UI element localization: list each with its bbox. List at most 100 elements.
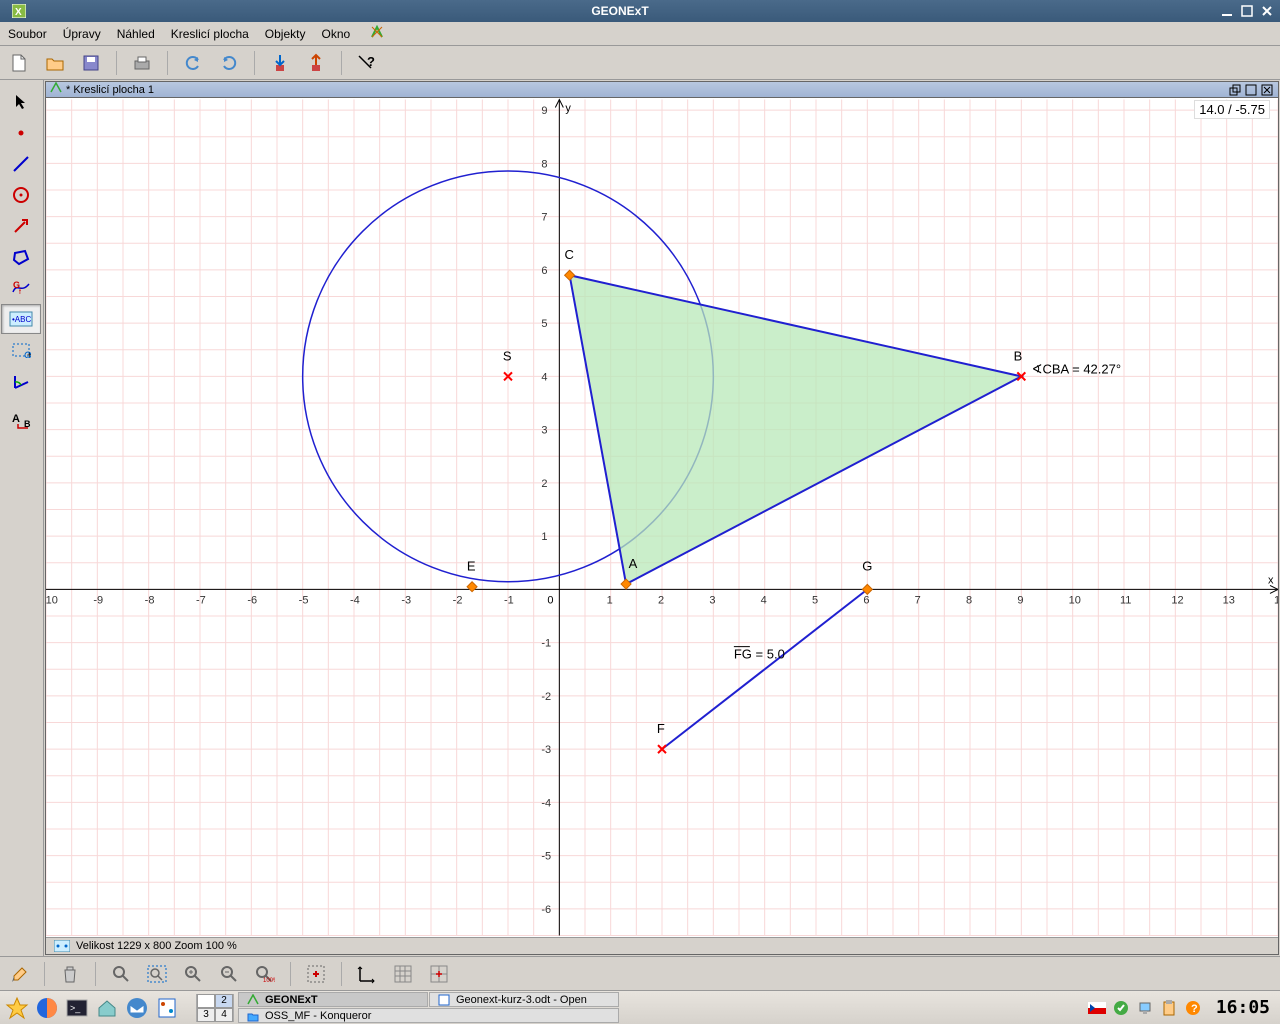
svg-text:-8: -8 xyxy=(145,594,155,606)
info-icon[interactable]: ? xyxy=(1184,999,1202,1017)
svg-text:-6: -6 xyxy=(541,904,551,916)
menu-soubor[interactable]: Soubor xyxy=(8,27,47,41)
snap-grid-button[interactable] xyxy=(428,963,450,985)
canvas-detach-icon[interactable] xyxy=(1228,83,1242,97)
network-icon[interactable] xyxy=(1136,999,1154,1017)
select-region-tool[interactable]: + xyxy=(1,335,41,365)
minimize-icon[interactable] xyxy=(1220,4,1234,18)
status-text: Velikost 1229 x 800 Zoom 100 % xyxy=(76,940,237,952)
axes-button[interactable] xyxy=(356,963,378,985)
menubar: Soubor Úpravy Náhled Kreslicí plocha Obj… xyxy=(0,22,1280,46)
canvas-maximize-icon[interactable] xyxy=(1244,83,1258,97)
svg-text:-6: -6 xyxy=(247,594,257,606)
svg-text:7: 7 xyxy=(541,212,547,224)
svg-text:1: 1 xyxy=(541,531,547,543)
canvas-area: * Kreslicí plocha 1 xy-10-9-8-7-6-5-4-3-… xyxy=(45,81,1279,955)
label-tool[interactable]: AB xyxy=(1,406,41,436)
svg-text:∢CBA = 42.27°: ∢CBA = 42.27° xyxy=(1032,362,1121,377)
svg-text:•ABC: •ABC xyxy=(12,315,31,324)
task-geonext[interactable]: GEONExT xyxy=(238,992,428,1007)
help-button[interactable]: ? xyxy=(356,52,378,74)
canvas-close-icon[interactable] xyxy=(1260,83,1274,97)
trash-button[interactable] xyxy=(59,963,81,985)
task-openoffice[interactable]: Geonext-kurz-3.odt - Open xyxy=(429,992,619,1007)
undo-button[interactable] xyxy=(182,52,204,74)
close-icon[interactable] xyxy=(1260,4,1274,18)
canvas[interactable]: xy-10-9-8-7-6-5-4-3-2-112345678910111213… xyxy=(46,98,1278,937)
redo-button[interactable] xyxy=(218,52,240,74)
svg-text:2: 2 xyxy=(541,478,547,490)
save-file-button[interactable] xyxy=(80,52,102,74)
office-icon[interactable] xyxy=(154,995,180,1021)
svg-text:A: A xyxy=(12,413,20,425)
task-konqueror[interactable]: OSS_MF - Konqueror xyxy=(238,1008,619,1023)
menu-nahled[interactable]: Náhled xyxy=(117,27,155,41)
workspace: Gf •ABC + AB * Kreslicí plocha 1 xy-10-9… xyxy=(0,80,1280,956)
clipboard-icon[interactable] xyxy=(1160,999,1178,1017)
svg-text:3: 3 xyxy=(709,594,715,606)
text-tool[interactable]: •ABC xyxy=(1,304,41,334)
export-button[interactable] xyxy=(305,52,327,74)
geonext-logo-icon[interactable] xyxy=(370,25,384,42)
graph-tool[interactable]: Gf xyxy=(1,273,41,303)
import-button[interactable] xyxy=(269,52,291,74)
status-bar: Velikost 1229 x 800 Zoom 100 % xyxy=(46,937,1278,954)
svg-text:-3: -3 xyxy=(401,594,411,606)
menu-objekty[interactable]: Objekty xyxy=(265,27,306,41)
home-icon[interactable] xyxy=(94,995,120,1021)
menu-kreslici[interactable]: Kreslicí plocha xyxy=(171,27,249,41)
zoom-out-button[interactable] xyxy=(218,963,240,985)
kmenu-icon[interactable] xyxy=(4,995,30,1021)
angle-tool[interactable] xyxy=(1,366,41,396)
open-file-button[interactable] xyxy=(44,52,66,74)
circle-tool[interactable] xyxy=(1,180,41,210)
svg-text:9: 9 xyxy=(1017,594,1023,606)
svg-text:4: 4 xyxy=(541,371,547,383)
svg-text:11: 11 xyxy=(1120,594,1131,606)
point-tool[interactable] xyxy=(1,118,41,148)
svg-text:-4: -4 xyxy=(541,797,551,809)
new-file-button[interactable] xyxy=(8,52,30,74)
updates-icon[interactable] xyxy=(1112,999,1130,1017)
svg-text:6: 6 xyxy=(541,265,547,277)
clock[interactable]: 16:05 xyxy=(1216,997,1270,1018)
coord-readout: 14.0 / -5.75 xyxy=(1194,100,1270,119)
svg-text:-3: -3 xyxy=(541,744,551,756)
svg-text:10: 10 xyxy=(1069,594,1081,606)
svg-text:-5: -5 xyxy=(299,594,309,606)
svg-text:S: S xyxy=(503,348,512,363)
mail-icon[interactable] xyxy=(124,995,150,1021)
taskbar: >_ 2 3 4 GEONExT Geonext-kurz-3.odt - Op… xyxy=(0,990,1280,1024)
edit-button[interactable] xyxy=(8,963,30,985)
zoom-fit-button[interactable] xyxy=(146,963,168,985)
snap-point-button[interactable] xyxy=(305,963,327,985)
firefox-icon[interactable] xyxy=(34,995,60,1021)
window-titlebar: X GEONExT xyxy=(0,0,1280,22)
print-button[interactable] xyxy=(131,52,153,74)
svg-text:6: 6 xyxy=(863,594,869,606)
desktop-pager[interactable]: 2 3 4 xyxy=(196,994,234,1022)
menu-okno[interactable]: Okno xyxy=(321,27,350,41)
menu-upravy[interactable]: Úpravy xyxy=(63,27,101,41)
svg-text:C: C xyxy=(564,247,573,262)
svg-text:f: f xyxy=(19,289,21,296)
maximize-icon[interactable] xyxy=(1240,4,1254,18)
pointer-tool[interactable] xyxy=(1,87,41,117)
system-tray: ? 16:05 xyxy=(1088,997,1276,1018)
arrow-tool[interactable] xyxy=(1,211,41,241)
svg-text:-2: -2 xyxy=(453,594,463,606)
svg-text:>_: >_ xyxy=(70,1003,81,1013)
line-tool[interactable] xyxy=(1,149,41,179)
grid-button[interactable] xyxy=(392,963,414,985)
svg-text:y: y xyxy=(565,103,571,115)
svg-text:E: E xyxy=(467,559,476,574)
zoom-button[interactable] xyxy=(110,963,132,985)
svg-text:3: 3 xyxy=(541,425,547,437)
terminal-icon[interactable]: >_ xyxy=(64,995,90,1021)
polygon-tool[interactable] xyxy=(1,242,41,272)
svg-text:8: 8 xyxy=(541,158,547,170)
zoom-in-button[interactable] xyxy=(182,963,204,985)
flag-icon[interactable] xyxy=(1088,999,1106,1017)
zoom-100-button[interactable]: 100% xyxy=(254,963,276,985)
svg-text:8: 8 xyxy=(966,594,972,606)
